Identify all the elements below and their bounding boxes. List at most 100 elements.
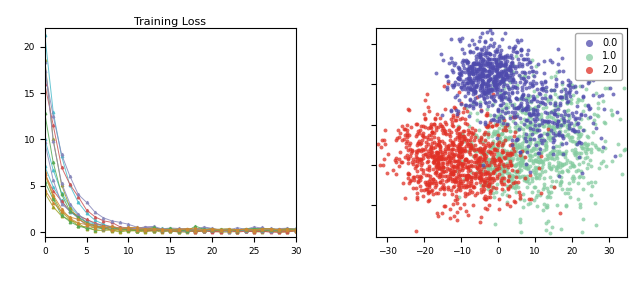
0.0 bbox=[492, 89, 502, 93]
1.0 bbox=[565, 82, 575, 87]
0.0 bbox=[463, 67, 473, 71]
1.0 bbox=[535, 102, 545, 106]
2.0 bbox=[435, 145, 445, 150]
0.0 bbox=[513, 137, 523, 142]
0.0 bbox=[568, 85, 579, 90]
1.0 bbox=[486, 167, 497, 171]
0.0 bbox=[449, 63, 460, 68]
1.0 bbox=[505, 75, 515, 80]
1.0 bbox=[562, 101, 572, 106]
0.0 bbox=[500, 111, 510, 116]
1.0 bbox=[542, 186, 552, 191]
2.0 bbox=[438, 191, 449, 196]
2.0 bbox=[453, 127, 463, 131]
1.0 bbox=[510, 173, 520, 178]
2.0 bbox=[476, 186, 486, 191]
2.0 bbox=[437, 152, 447, 157]
2.0 bbox=[484, 203, 495, 207]
1.0 bbox=[527, 136, 537, 141]
2.0 bbox=[499, 164, 509, 168]
2.0 bbox=[421, 173, 431, 178]
2.0 bbox=[497, 148, 508, 152]
1.0 bbox=[484, 125, 494, 130]
0.0 bbox=[513, 136, 523, 141]
0.0 bbox=[464, 43, 474, 47]
0.0 bbox=[468, 106, 478, 111]
0.0 bbox=[525, 137, 535, 142]
1.0 bbox=[499, 86, 509, 90]
1.0 bbox=[578, 175, 588, 179]
1.0 bbox=[517, 141, 527, 146]
0.0 bbox=[476, 56, 486, 60]
2.0 bbox=[459, 184, 469, 189]
2.0 bbox=[476, 149, 486, 153]
2.0 bbox=[405, 147, 415, 151]
1.0 bbox=[603, 86, 613, 91]
2.0 bbox=[409, 175, 419, 179]
2.0 bbox=[406, 125, 416, 129]
0.0 bbox=[488, 43, 498, 48]
1.0 bbox=[559, 191, 570, 195]
0.0 bbox=[442, 85, 452, 90]
1.0 bbox=[479, 165, 490, 169]
2.0 bbox=[450, 169, 460, 174]
0.0 bbox=[484, 83, 495, 87]
0.0 bbox=[563, 112, 573, 117]
2.0 bbox=[515, 193, 525, 197]
0.0 bbox=[503, 67, 513, 72]
2.0 bbox=[432, 153, 442, 158]
0.0 bbox=[564, 89, 574, 94]
1.0 bbox=[515, 220, 525, 224]
0.0 bbox=[504, 77, 514, 82]
2.0 bbox=[409, 177, 419, 182]
2.0 bbox=[510, 130, 520, 134]
0.0 bbox=[558, 116, 568, 120]
2.0 bbox=[436, 167, 447, 171]
2.0 bbox=[435, 179, 445, 184]
1.0 bbox=[559, 129, 570, 134]
0.0 bbox=[502, 122, 512, 126]
0.0 bbox=[550, 101, 560, 105]
1.0 bbox=[497, 167, 507, 171]
2.0 bbox=[441, 132, 451, 136]
1.0 bbox=[496, 122, 506, 127]
2.0 bbox=[444, 143, 454, 147]
2.0 bbox=[463, 169, 473, 173]
0.0 bbox=[483, 78, 493, 82]
0.0 bbox=[479, 91, 489, 95]
2.0 bbox=[437, 124, 447, 128]
2.0 bbox=[476, 146, 486, 151]
0.0 bbox=[557, 56, 567, 61]
2.0 bbox=[475, 169, 485, 173]
2.0 bbox=[423, 188, 433, 193]
1.0 bbox=[578, 186, 588, 191]
1.0 bbox=[551, 179, 561, 183]
0.0 bbox=[554, 69, 564, 73]
1.0 bbox=[597, 149, 607, 153]
2.0 bbox=[465, 129, 476, 134]
0.0 bbox=[480, 120, 490, 124]
1.0 bbox=[545, 97, 556, 102]
0.0 bbox=[538, 101, 548, 105]
1.0 bbox=[497, 132, 507, 137]
2.0 bbox=[365, 164, 375, 168]
0.0 bbox=[497, 116, 508, 121]
1.0 bbox=[520, 111, 531, 115]
1.0 bbox=[570, 130, 580, 134]
2.0 bbox=[468, 185, 479, 189]
2.0 bbox=[429, 179, 440, 183]
2.0 bbox=[465, 146, 475, 151]
2.0 bbox=[492, 175, 502, 180]
2.0 bbox=[445, 168, 456, 173]
1.0 bbox=[478, 164, 488, 168]
0.0 bbox=[534, 122, 544, 127]
2.0 bbox=[420, 116, 430, 120]
0.0 bbox=[536, 86, 547, 91]
0.0 bbox=[478, 58, 488, 62]
0.0 bbox=[521, 79, 531, 84]
2.0 bbox=[439, 187, 449, 191]
2.0 bbox=[419, 135, 429, 140]
1.0 bbox=[504, 114, 515, 119]
0.0 bbox=[565, 80, 575, 84]
1.0 bbox=[523, 177, 533, 182]
